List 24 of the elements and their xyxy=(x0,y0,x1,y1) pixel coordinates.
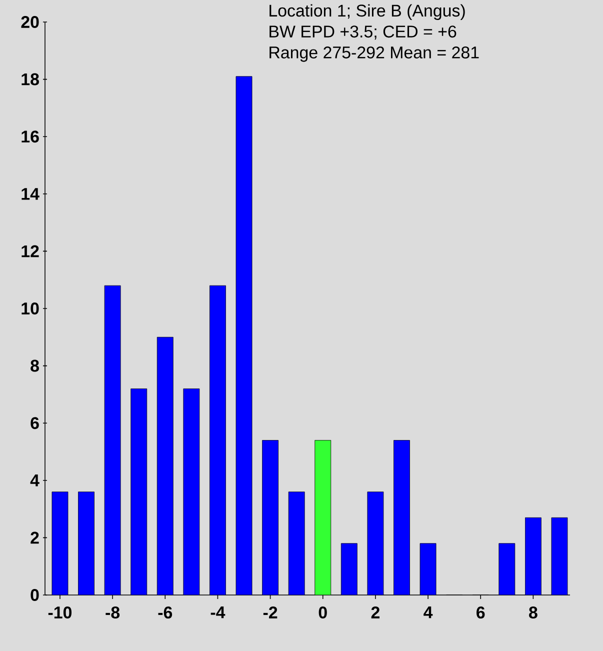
x-tick-label: 6 xyxy=(476,606,485,619)
x-tick-label: -2 xyxy=(263,606,278,618)
x-tick-label: 8 xyxy=(529,606,538,619)
y-tick-label: 14 xyxy=(22,188,40,200)
y-tick-label: 4 xyxy=(30,474,40,486)
y-tick-label: 2 xyxy=(30,532,39,544)
x-tick-label: -4 xyxy=(210,606,226,618)
y-tick-label: 12 xyxy=(22,245,39,258)
x-tick-label: 4 xyxy=(424,606,433,618)
y-tick-label: 6 xyxy=(30,417,39,430)
x-tick-label: 2 xyxy=(371,606,380,618)
y-tick-label: 18 xyxy=(22,73,39,86)
y-tick-label: 16 xyxy=(22,130,39,143)
text: Location 1; Sire B (Angus) xyxy=(270,4,465,20)
annotation: Range 275-292 Mean = 281 xyxy=(270,46,479,62)
y-tick-label: 8 xyxy=(30,360,39,372)
x-tick-label: -6 xyxy=(158,606,172,619)
y-tick-label: 20 xyxy=(21,16,39,28)
y-tick-label: 10 xyxy=(22,302,39,314)
annotation: BW EPD +3.5; CED = +6 xyxy=(270,26,456,40)
x-tick-label: 0 xyxy=(318,606,327,619)
y-tick-label: 0 xyxy=(30,588,39,601)
x-tick-label: -8 xyxy=(106,606,120,619)
x-tick-label: -10 xyxy=(48,606,72,619)
